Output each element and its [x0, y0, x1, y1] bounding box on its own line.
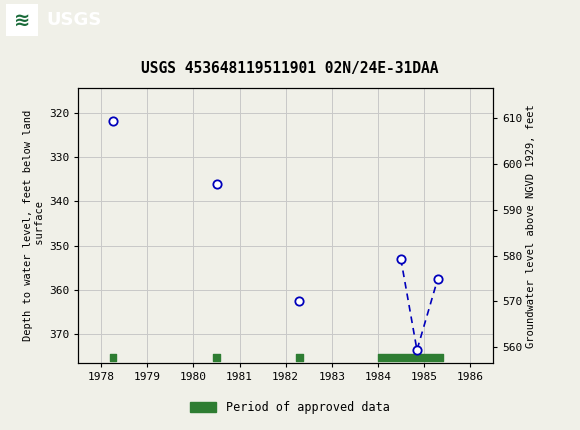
Y-axis label: Groundwater level above NGVD 1929, feet: Groundwater level above NGVD 1929, feet: [527, 104, 536, 347]
Bar: [6, 4, 38, 36]
Legend: Period of approved data: Period of approved data: [186, 396, 394, 419]
Text: ≋: ≋: [14, 10, 30, 30]
Y-axis label: Depth to water level, feet below land
 surface: Depth to water level, feet below land su…: [23, 110, 45, 341]
Text: USGS: USGS: [46, 11, 102, 29]
Text: USGS 453648119511901 02N/24E-31DAA: USGS 453648119511901 02N/24E-31DAA: [142, 61, 438, 77]
